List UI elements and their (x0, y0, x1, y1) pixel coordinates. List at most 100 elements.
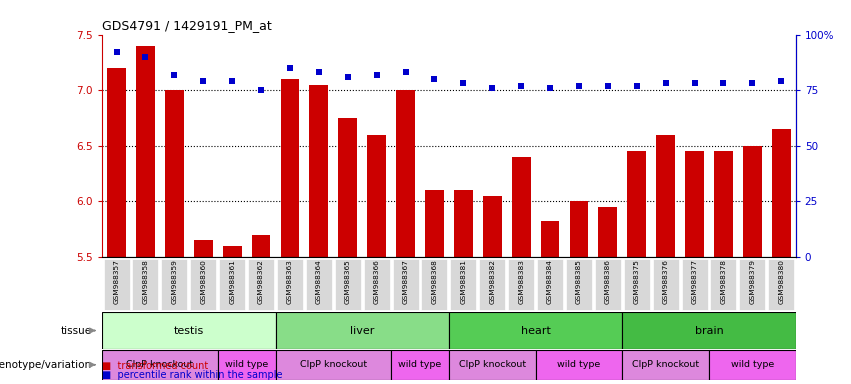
Text: tissue: tissue (60, 326, 92, 336)
Bar (136, 46, 155, 257)
FancyBboxPatch shape (622, 313, 796, 349)
FancyBboxPatch shape (334, 259, 361, 310)
FancyBboxPatch shape (392, 259, 419, 310)
Text: GSM988380: GSM988380 (778, 259, 785, 304)
Text: GSM988365: GSM988365 (345, 259, 351, 304)
FancyBboxPatch shape (363, 259, 390, 310)
FancyBboxPatch shape (566, 259, 592, 310)
FancyBboxPatch shape (218, 350, 276, 379)
Text: GSM988379: GSM988379 (750, 259, 756, 304)
FancyBboxPatch shape (191, 259, 216, 310)
Text: testis: testis (174, 326, 204, 336)
FancyBboxPatch shape (535, 350, 622, 379)
Point (226, 78, 239, 84)
Text: GSM988376: GSM988376 (663, 259, 669, 304)
Text: GSM988367: GSM988367 (403, 259, 408, 304)
FancyBboxPatch shape (277, 259, 303, 310)
Text: GSM988375: GSM988375 (634, 259, 640, 304)
FancyBboxPatch shape (248, 259, 274, 310)
Text: heart: heart (521, 326, 551, 336)
Point (197, 78, 210, 84)
Bar (685, 151, 704, 257)
Text: wild type: wild type (225, 360, 268, 369)
Text: GSM988386: GSM988386 (605, 259, 611, 304)
FancyBboxPatch shape (276, 350, 391, 379)
Text: GSM988382: GSM988382 (489, 259, 495, 304)
FancyBboxPatch shape (306, 259, 332, 310)
Text: GSM988366: GSM988366 (374, 259, 380, 304)
Text: GSM988377: GSM988377 (692, 259, 698, 304)
FancyBboxPatch shape (709, 350, 796, 379)
Text: ClpP knockout: ClpP knockout (632, 360, 700, 369)
Point (717, 80, 730, 86)
Text: wild type: wild type (557, 360, 601, 369)
Point (456, 80, 470, 86)
Text: GSM988363: GSM988363 (287, 259, 293, 304)
Text: GSM988359: GSM988359 (171, 259, 177, 304)
Text: GSM988385: GSM988385 (576, 259, 582, 304)
FancyBboxPatch shape (450, 259, 477, 310)
Text: liver: liver (350, 326, 374, 336)
Text: ClpP knockout: ClpP knockout (126, 360, 193, 369)
Point (168, 71, 181, 78)
Text: GDS4791 / 1429191_PM_at: GDS4791 / 1429191_PM_at (102, 19, 271, 32)
Text: GSM988362: GSM988362 (258, 259, 264, 304)
Bar (627, 151, 646, 257)
FancyBboxPatch shape (653, 259, 678, 310)
Point (601, 83, 614, 89)
Bar (569, 201, 588, 257)
FancyBboxPatch shape (102, 313, 276, 349)
Bar (540, 222, 559, 257)
Point (514, 83, 528, 89)
Text: wild type: wild type (398, 360, 442, 369)
FancyBboxPatch shape (537, 259, 563, 310)
Bar (772, 129, 791, 257)
Text: GSM988383: GSM988383 (518, 259, 524, 304)
Point (630, 83, 643, 89)
FancyBboxPatch shape (479, 259, 505, 310)
FancyBboxPatch shape (162, 259, 187, 310)
Bar (223, 246, 242, 257)
Text: GSM988368: GSM988368 (431, 259, 437, 304)
Text: GSM988384: GSM988384 (547, 259, 553, 304)
Point (543, 85, 557, 91)
Bar (743, 146, 762, 257)
Bar (165, 90, 184, 257)
Point (341, 74, 355, 80)
Text: GSM988361: GSM988361 (229, 259, 235, 304)
Bar (310, 84, 328, 257)
FancyBboxPatch shape (133, 259, 158, 310)
FancyBboxPatch shape (102, 350, 218, 379)
Text: ClpP knockout: ClpP knockout (300, 360, 367, 369)
Bar (339, 118, 357, 257)
Bar (511, 157, 530, 257)
FancyBboxPatch shape (595, 259, 621, 310)
FancyBboxPatch shape (768, 259, 794, 310)
Bar (425, 190, 444, 257)
Text: GSM988381: GSM988381 (460, 259, 466, 304)
Point (659, 80, 672, 86)
Bar (714, 151, 733, 257)
Text: GSM988364: GSM988364 (316, 259, 322, 304)
FancyBboxPatch shape (104, 259, 129, 310)
Point (774, 78, 788, 84)
Bar (656, 135, 675, 257)
FancyBboxPatch shape (391, 350, 449, 379)
Text: ■  percentile rank within the sample: ■ percentile rank within the sample (102, 370, 283, 380)
Text: wild type: wild type (731, 360, 774, 369)
Text: brain: brain (694, 326, 723, 336)
Text: ClpP knockout: ClpP knockout (459, 360, 526, 369)
Bar (454, 190, 473, 257)
Point (312, 69, 326, 75)
Bar (194, 240, 213, 257)
Point (428, 76, 442, 82)
FancyBboxPatch shape (276, 313, 449, 349)
Point (110, 49, 123, 55)
Bar (397, 90, 415, 257)
FancyBboxPatch shape (220, 259, 245, 310)
FancyBboxPatch shape (449, 313, 622, 349)
Bar (598, 207, 617, 257)
Bar (368, 135, 386, 257)
Point (399, 69, 413, 75)
FancyBboxPatch shape (682, 259, 707, 310)
